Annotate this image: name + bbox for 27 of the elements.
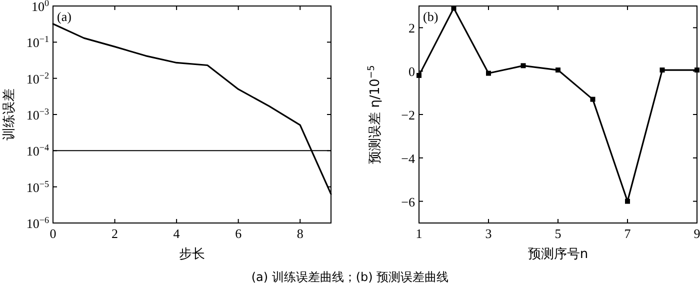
text: (a) 训练误差曲线；(b) 预测误差曲线 <box>251 270 449 284</box>
x-tick-label: 9 <box>694 226 700 241</box>
y-tick-label: 10$^{−6}$ <box>26 215 50 231</box>
annotation: (b) <box>423 9 438 24</box>
x-tick-label: 7 <box>624 226 632 241</box>
y-tick-label: −2 <box>401 108 415 122</box>
y-tick-label: −6 <box>401 194 416 210</box>
x-tick-label: 1 <box>416 226 422 241</box>
y-tick-label: 10$^{−1}$ <box>26 34 49 50</box>
x-tick-label: 6 <box>235 226 242 241</box>
x-tick-label: 8 <box>296 226 304 241</box>
x-tick-label: 2 <box>112 226 118 241</box>
x-axis-title: 预测序号n <box>528 246 588 262</box>
y-tick-label: 0 <box>408 64 415 80</box>
y-tick-label: 10$^{−3}$ <box>26 106 50 122</box>
y-tick-label: 10$^{−2}$ <box>26 70 50 86</box>
y-tick-label: −4 <box>401 150 416 166</box>
y-tick-label: 10$^{0}$ <box>31 0 50 14</box>
annotation: (a) <box>57 9 72 24</box>
x-tick-label: 5 <box>554 226 562 241</box>
y-tick-label: 2 <box>408 20 415 36</box>
y-axis-title: 训练误差 <box>2 88 17 140</box>
x-tick-label: 4 <box>173 226 180 241</box>
x-tick-label: 3 <box>485 226 492 241</box>
y-tick-label: 10$^{−4}$ <box>26 142 50 159</box>
y-tick-label: 10$^{−5}$ <box>26 178 50 195</box>
x-axis-title: 步长 <box>179 247 205 262</box>
